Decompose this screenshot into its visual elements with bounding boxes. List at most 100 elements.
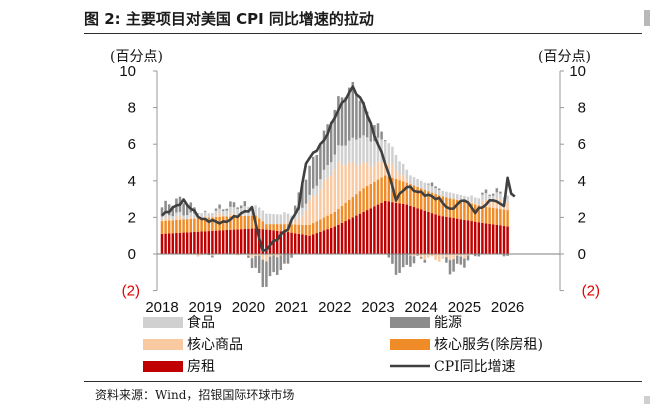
bar-rent <box>380 202 383 254</box>
bar-food <box>286 213 290 223</box>
bar-rent <box>455 218 459 254</box>
bar-rent <box>373 206 376 254</box>
bar-rent <box>427 211 430 254</box>
bar-rent <box>236 229 239 254</box>
bar-energy <box>275 257 279 275</box>
bar-energy <box>376 123 380 138</box>
bar-energy <box>160 207 164 217</box>
bar-rent <box>315 233 319 254</box>
bar-coresvc <box>272 224 275 231</box>
bar-rent <box>189 232 193 254</box>
bar-energy <box>502 254 506 257</box>
legend-label: 食品 <box>187 314 215 331</box>
bar-energy <box>437 188 441 190</box>
x-tick-label: 2023 <box>361 299 394 316</box>
bar-food <box>229 206 232 213</box>
bar-rent <box>405 204 409 254</box>
bar-coresvc <box>419 188 423 210</box>
bar-rent <box>200 231 203 254</box>
bar-coreg <box>333 169 337 212</box>
bar-coresvc <box>387 176 391 202</box>
x-tick-label: 2018 <box>145 299 178 316</box>
bar-coresvc <box>243 215 247 229</box>
bar-food <box>369 141 373 167</box>
bar-coresvc <box>470 203 473 222</box>
bar-coreg <box>275 254 279 258</box>
bar-coresvc <box>506 210 509 227</box>
bar-coresvc <box>265 224 268 230</box>
bar-coreg <box>257 254 261 256</box>
bar-rent <box>337 224 340 254</box>
bar-coreg <box>387 162 391 177</box>
bar-rent <box>308 235 311 254</box>
bar-rent <box>477 222 481 254</box>
bar-coresvc <box>326 215 329 230</box>
legend-label: CPI同比增速 <box>434 359 516 375</box>
bar-coreg <box>164 217 167 221</box>
bar-coresvc <box>311 223 315 235</box>
bar-coresvc <box>477 205 481 223</box>
bar-food <box>319 179 322 190</box>
chart-title: 图 2: 主要项目对美国 CPI 同比增速的拉动 <box>84 10 374 28</box>
bar-coresvc <box>304 224 308 236</box>
bar-rent <box>293 233 297 254</box>
bar-coresvc <box>160 221 164 234</box>
bar-coresvc <box>189 218 193 233</box>
bar-coreg <box>373 165 376 182</box>
bar-energy <box>365 111 369 138</box>
bar-energy <box>218 204 221 209</box>
right-y-tick-label: 2 <box>578 209 586 226</box>
bar-coreg <box>250 254 254 259</box>
bar-rent <box>441 216 445 254</box>
bar-coreg <box>311 196 315 224</box>
bar-coresvc <box>401 181 405 204</box>
bar-coreg <box>160 220 164 222</box>
source-divider <box>84 381 642 382</box>
bar-coreg <box>412 254 416 257</box>
bar-coresvc <box>225 216 229 230</box>
bar-coreg <box>319 189 322 220</box>
bar-coresvc <box>171 220 175 234</box>
bar-rent <box>254 228 257 254</box>
bar-rent <box>365 210 369 254</box>
bar-energy <box>167 204 171 216</box>
bar-food <box>448 192 452 199</box>
bar-energy <box>308 165 311 195</box>
bar-coresvc <box>247 215 250 229</box>
bar-food <box>175 212 178 217</box>
bar-coreg <box>301 215 304 225</box>
bar-coreg <box>189 216 193 219</box>
bar-rent <box>499 225 502 254</box>
bar-coreg <box>329 175 333 214</box>
bar-rent <box>452 218 455 254</box>
bar-food <box>265 213 268 225</box>
left-y-tick-label: 6 <box>128 136 136 153</box>
bar-coresvc <box>329 213 333 228</box>
bar-coresvc <box>481 206 484 223</box>
bar-coresvc <box>319 219 322 232</box>
bar-coresvc <box>297 224 301 234</box>
bar-coresvc <box>380 177 383 203</box>
bar-food <box>437 189 441 196</box>
bar-coresvc <box>333 211 337 227</box>
bar-rent <box>225 230 229 254</box>
bar-coreg <box>315 194 319 222</box>
bar-food <box>193 213 196 218</box>
bar-food <box>470 195 473 202</box>
bar-energy <box>322 130 326 170</box>
bar-rent <box>502 226 506 254</box>
bar-energy <box>427 183 430 185</box>
bar-energy <box>344 97 347 146</box>
bar-coreg <box>178 215 182 220</box>
bar-coreg <box>358 165 362 192</box>
bar-energy <box>495 188 499 193</box>
bar-food <box>430 186 434 193</box>
bar-coreg <box>229 212 232 217</box>
bar-energy <box>355 94 358 140</box>
bar-energy <box>423 259 427 263</box>
bar-coreg <box>423 254 427 260</box>
bar-coresvc <box>164 220 167 234</box>
bar-energy <box>265 261 268 287</box>
bar-rent <box>164 233 167 254</box>
bar-coresvc <box>365 185 369 211</box>
